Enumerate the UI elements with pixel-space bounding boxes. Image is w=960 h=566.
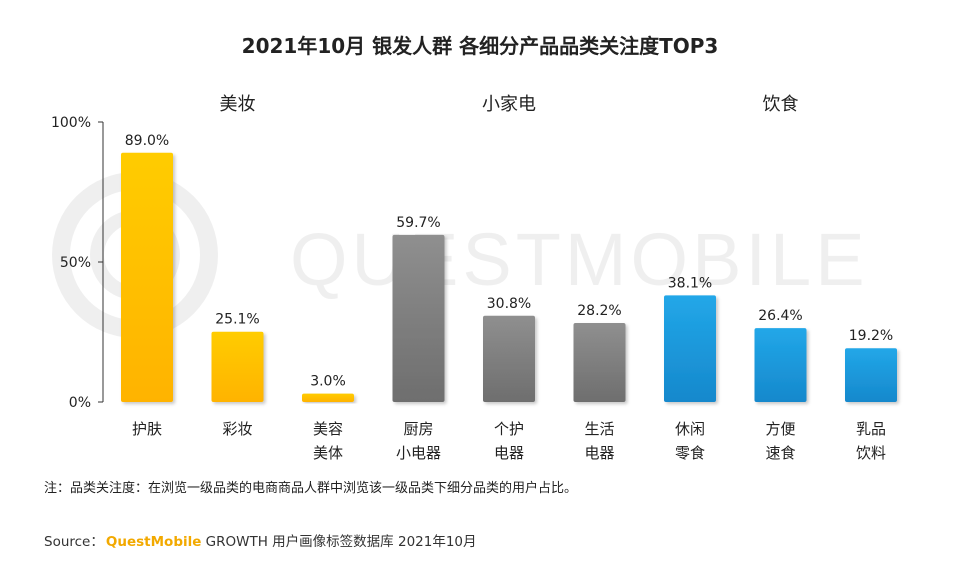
bar (754, 328, 807, 402)
watermark: QUESTMOBILE (52, 172, 869, 338)
data-label: 25.1% (215, 312, 259, 328)
source-brand: QuestMobile (105, 534, 202, 550)
bar (302, 393, 354, 402)
data-label: 89.0% (125, 133, 169, 149)
data-label: 19.2% (849, 328, 893, 344)
category-label: 休闲 (675, 420, 705, 438)
source-prefix: Source： (44, 534, 104, 550)
chart-title: 2021年10月 银发人群 各细分产品品类关注度TOP3 (241, 34, 719, 58)
category-label: 方便 (765, 420, 795, 438)
bar (483, 315, 535, 402)
data-label: 26.4% (758, 308, 802, 324)
source-line: Source： QuestMobile GROWTH 用户画像标签数据库 2021… (44, 530, 477, 550)
bar (664, 295, 716, 402)
group-label: 美妆 (220, 94, 256, 115)
group-label: 饮食 (763, 94, 799, 115)
category-label: 乳品 (856, 420, 886, 438)
bar (121, 152, 173, 402)
data-label: 3.0% (310, 374, 346, 390)
data-label: 59.7% (396, 215, 440, 231)
category-label: 零食 (675, 444, 705, 462)
category-label: 电器 (584, 444, 614, 462)
category-label: 护肤 (132, 420, 162, 438)
category-label: 饮料 (856, 444, 886, 462)
group-label: 小家电 (482, 94, 536, 115)
category-label: 美容 (313, 420, 343, 438)
bar (392, 234, 445, 402)
data-label: 38.1% (668, 275, 712, 291)
category-label: 彩妆 (222, 420, 252, 438)
footnote: 注：品类关注度：在浏览一级品类的电商商品人群中浏览该一级品类下细分品类的用户占比… (44, 481, 578, 496)
category-label: 电器 (494, 444, 524, 462)
bar (211, 331, 264, 402)
y-tick-label: 100% (51, 115, 91, 131)
y-tick-label: 50% (60, 255, 91, 271)
watermark-text: QUESTMOBILE (290, 218, 869, 301)
bar (845, 348, 897, 402)
source-suffix: GROWTH 用户画像标签数据库 2021年10月 (201, 534, 477, 550)
category-label: 速食 (765, 444, 795, 462)
category-label: 小电器 (396, 444, 441, 462)
bar (573, 323, 626, 402)
data-label: 28.2% (577, 303, 621, 319)
y-tick-label: 0% (69, 395, 91, 411)
category-label: 个护 (494, 420, 524, 438)
category-label: 美体 (313, 444, 343, 462)
category-label: 厨房 (403, 420, 433, 438)
data-label: 30.8% (487, 296, 531, 312)
category-label: 生活 (584, 420, 614, 438)
